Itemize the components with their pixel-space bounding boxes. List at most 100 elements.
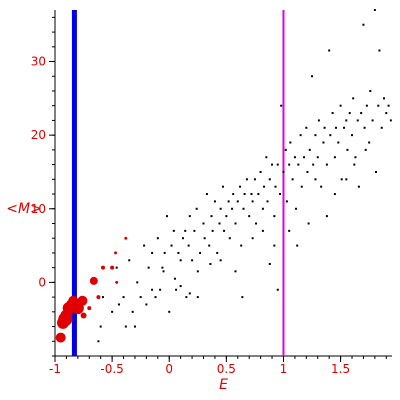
data-point: [378, 49, 381, 52]
data-point: [345, 178, 348, 181]
data-point: [375, 170, 378, 173]
data-point: [362, 23, 365, 26]
data-point: [339, 104, 342, 107]
data-point: [177, 251, 180, 254]
data-point: [236, 200, 239, 203]
data-point: [139, 296, 142, 299]
data-point: [228, 237, 231, 240]
data-point: [353, 163, 356, 166]
data-point: [311, 75, 314, 78]
data-point: [296, 244, 299, 247]
data-point: [188, 292, 191, 295]
x-tick-label: -0.5: [100, 362, 123, 376]
data-point: [293, 156, 296, 159]
data-point: [251, 200, 254, 203]
data-point: [147, 266, 150, 269]
data-point: [322, 141, 325, 144]
data-point: [234, 270, 237, 273]
axes: [49, 10, 392, 362]
data-point: [242, 207, 245, 210]
data-point: [280, 104, 283, 107]
data-point: [363, 126, 366, 129]
data-point: [335, 126, 338, 129]
data-point: [328, 49, 331, 52]
data-point: [188, 215, 191, 218]
data-point: [279, 193, 282, 196]
data-point: [209, 262, 212, 265]
data-point: [170, 244, 173, 247]
data-point: [165, 215, 168, 218]
data-point: [385, 112, 388, 115]
data-point: [193, 229, 196, 232]
data-point: [151, 251, 154, 254]
data-point: [156, 237, 159, 240]
data-point: [173, 277, 176, 280]
data-point: [266, 200, 269, 203]
data-point: [373, 9, 376, 11]
x-axis-label: E: [219, 377, 228, 393]
data-point: [168, 310, 171, 313]
data-point: [377, 104, 380, 107]
data-point: [356, 119, 359, 122]
weighted-point: [77, 295, 88, 306]
data-point: [219, 207, 222, 210]
data-point: [211, 229, 214, 232]
data-point: [202, 222, 205, 225]
data-point: [179, 259, 182, 262]
data-point: [371, 119, 374, 122]
data-point: [348, 112, 351, 115]
data-point: [172, 229, 175, 232]
data-point: [185, 296, 188, 299]
data-point: [354, 156, 357, 159]
data-point: [299, 134, 302, 137]
data-point: [250, 193, 253, 196]
data-point: [218, 222, 221, 225]
data-point: [325, 163, 328, 166]
data-point: [364, 148, 367, 151]
data-point: [234, 222, 237, 225]
weighted-point: [80, 312, 87, 319]
data-point: [308, 148, 311, 151]
data-point: [261, 229, 264, 232]
data-point: [199, 251, 202, 254]
data-point: [253, 178, 256, 181]
data-point: [333, 156, 336, 159]
data-point: [101, 296, 104, 299]
data-point: [288, 229, 291, 232]
weighted-point: [89, 276, 98, 285]
data-point: [133, 325, 136, 328]
data-point: [261, 207, 264, 210]
data-point: [219, 259, 222, 262]
data-point: [131, 310, 134, 313]
data-point: [268, 262, 271, 265]
data-point: [273, 244, 276, 247]
data-point: [331, 112, 334, 115]
data-point: [162, 270, 165, 273]
data-point: [268, 178, 271, 181]
data-point: [271, 163, 274, 166]
data-point: [243, 193, 246, 196]
data-point: [329, 134, 332, 137]
data-point: [317, 119, 320, 122]
data-point: [323, 126, 326, 129]
data-point: [259, 170, 262, 173]
data-point: [124, 325, 127, 328]
data-point: [184, 229, 187, 232]
data-point: [380, 126, 383, 129]
data-point: [151, 288, 154, 291]
data-point: [387, 104, 390, 107]
data-point: [340, 178, 343, 181]
data-point: [163, 251, 166, 254]
data-point: [225, 215, 228, 218]
data-point: [300, 185, 303, 188]
data-point: [312, 163, 315, 166]
data-point: [360, 112, 363, 115]
data-point: [145, 303, 148, 306]
data-point: [231, 207, 234, 210]
data-point: [369, 89, 372, 92]
reference-lines: [71, 10, 285, 356]
data-point: [255, 222, 258, 225]
data-point: [346, 148, 349, 151]
data-point: [240, 244, 243, 247]
